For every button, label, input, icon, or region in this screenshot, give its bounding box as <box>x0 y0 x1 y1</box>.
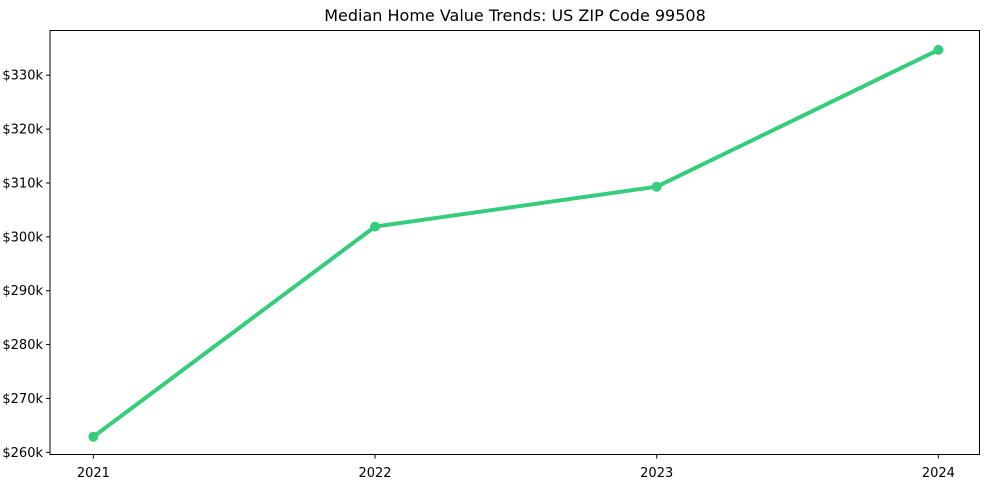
data-point-2023 <box>651 181 662 192</box>
x-tick-label: 2023 <box>640 466 673 481</box>
data-point-2022 <box>370 221 381 232</box>
y-tick-label: $280k <box>2 338 43 353</box>
data-point-2021 <box>88 431 99 442</box>
trend-line <box>91 47 941 439</box>
x-tick-label: 2024 <box>922 466 955 481</box>
y-tick-label: $290k <box>2 284 43 299</box>
y-tick-label: $260k <box>2 446 43 461</box>
x-tick-label: 2022 <box>358 466 391 481</box>
plot-border <box>49 30 980 455</box>
y-tick-label: $330k <box>2 69 43 84</box>
chart-title: Median Home Value Trends: US ZIP Code 99… <box>324 6 706 25</box>
y-tick-label: $270k <box>2 392 43 407</box>
y-tick-label: $300k <box>2 230 43 245</box>
y-tick-label: $320k <box>2 123 43 138</box>
x-tick-label: 2021 <box>77 466 110 481</box>
data-point-2024 <box>933 44 944 55</box>
y-tick-label: $310k <box>2 176 43 191</box>
